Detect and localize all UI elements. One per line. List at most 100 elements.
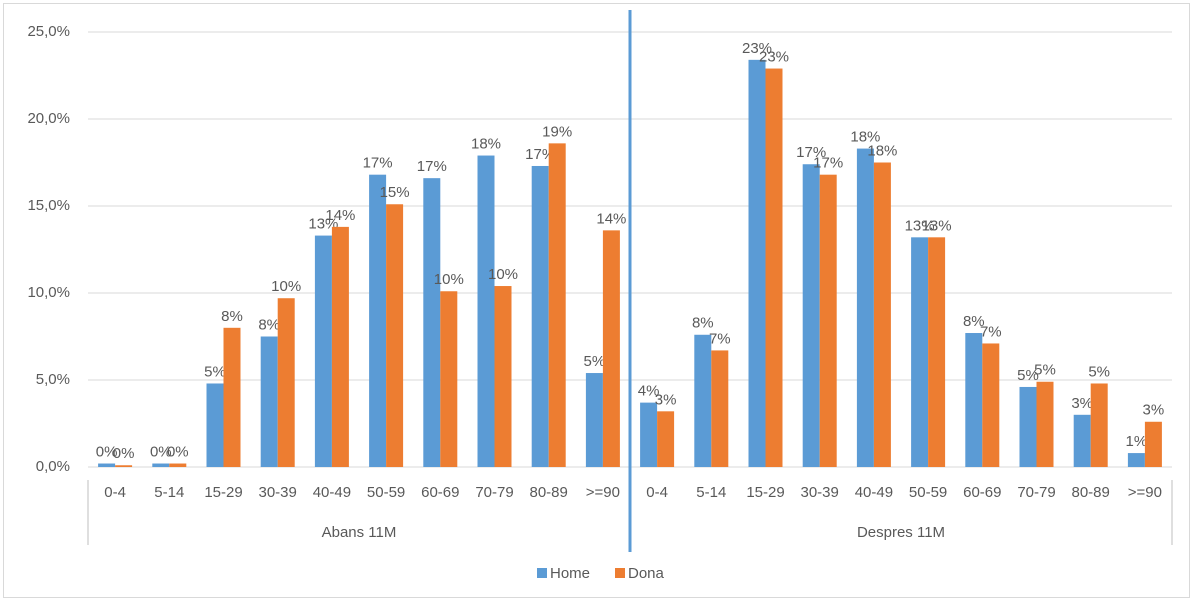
legend-label: Home: [550, 565, 590, 582]
y-tick-label: 15,0%: [27, 197, 70, 214]
x-tick-label: 30-39: [801, 484, 839, 501]
bar: [531, 165, 549, 468]
legend-swatch: [615, 568, 625, 578]
bar: [819, 174, 837, 467]
x-tick-label: 50-59: [909, 484, 947, 501]
bar: [115, 465, 133, 467]
y-tick-label: 5,0%: [36, 371, 70, 388]
bar: [1073, 414, 1091, 467]
x-tick-label: 80-89: [530, 484, 568, 501]
bar: [928, 237, 946, 467]
value-label: 17%: [363, 155, 393, 172]
x-tick-label: 70-79: [1017, 484, 1055, 501]
bar: [98, 463, 116, 467]
value-label: 8%: [258, 316, 280, 333]
value-label: 14%: [325, 207, 355, 224]
bar: [1090, 383, 1108, 467]
value-label: 17%: [813, 155, 843, 172]
value-label: 0%: [96, 443, 118, 460]
value-label: 3%: [1143, 402, 1165, 419]
value-label: 18%: [471, 136, 501, 153]
x-tick-label: 5-14: [154, 484, 184, 501]
group-label: Despres 11M: [857, 524, 945, 541]
bar: [314, 235, 332, 467]
x-tick-label: 80-89: [1072, 484, 1110, 501]
bar: [1144, 421, 1162, 467]
bar: [440, 291, 458, 467]
chart-frame: [3, 3, 1190, 598]
value-label: 15%: [380, 184, 410, 201]
bar: [223, 327, 241, 467]
value-label: 5%: [1088, 363, 1110, 380]
bar: [548, 143, 566, 468]
x-tick-label: 40-49: [313, 484, 351, 501]
bar: [748, 59, 766, 468]
value-label: 17%: [525, 146, 555, 163]
value-label: 7%: [709, 330, 731, 347]
y-tick-label: 10,0%: [27, 284, 70, 301]
bar: [873, 162, 891, 467]
bar: [494, 286, 512, 467]
x-tick-label: 0-4: [104, 484, 126, 501]
value-label: 8%: [963, 313, 985, 330]
value-label: 13%: [905, 217, 935, 234]
value-label: 10%: [488, 266, 518, 283]
value-label: 1%: [1126, 433, 1148, 450]
value-label: 14%: [596, 210, 626, 227]
value-label: 3%: [1071, 395, 1093, 412]
x-tick-label: 0-4: [646, 484, 668, 501]
value-label: 18%: [867, 142, 897, 159]
value-label: 17%: [417, 158, 447, 175]
bar: [277, 298, 295, 467]
value-label: 5%: [1017, 367, 1039, 384]
bar: [982, 343, 1000, 467]
x-tick-label: 70-79: [475, 484, 513, 501]
value-label: 3%: [655, 391, 677, 408]
y-tick-label: 25,0%: [27, 23, 70, 40]
value-label: 19%: [542, 123, 572, 140]
bar: [1019, 386, 1037, 467]
bar: [152, 463, 170, 467]
bar: [260, 336, 278, 467]
x-tick-label: 60-69: [421, 484, 459, 501]
value-label: 7%: [980, 323, 1002, 340]
legend-swatch: [537, 568, 547, 578]
bar: [765, 68, 783, 467]
y-tick-label: 20,0%: [27, 110, 70, 127]
bar: [423, 178, 441, 467]
bar: [1036, 381, 1054, 467]
group-label: Abans 11M: [322, 524, 397, 541]
bar: [802, 164, 820, 468]
bar: [965, 333, 983, 467]
value-label: 18%: [850, 129, 880, 146]
value-label: 13%: [308, 216, 338, 233]
bar: [694, 334, 712, 467]
bar: [856, 148, 874, 467]
value-label: 10%: [434, 271, 464, 288]
bar: [657, 411, 675, 467]
value-label: 0%: [113, 445, 135, 462]
x-tick-label: 30-39: [259, 484, 297, 501]
value-label: 8%: [221, 308, 243, 325]
value-label: 0%: [150, 443, 172, 460]
x-tick-label: 40-49: [855, 484, 893, 501]
x-tick-label: 50-59: [367, 484, 405, 501]
x-tick-label: >=90: [1128, 484, 1162, 501]
value-label: 5%: [584, 353, 606, 370]
value-label: 13%: [922, 217, 952, 234]
bar: [169, 463, 187, 467]
bar: [602, 230, 620, 467]
x-tick-label: 15-29: [746, 484, 784, 501]
bar: [585, 373, 603, 467]
value-label: 0%: [167, 443, 189, 460]
bar: [386, 204, 404, 467]
bar: [640, 402, 658, 467]
x-tick-label: 60-69: [963, 484, 1001, 501]
bar: [369, 174, 387, 467]
x-tick-label: 15-29: [204, 484, 242, 501]
value-label: 10%: [271, 278, 301, 295]
bar: [1127, 453, 1145, 467]
bar: [331, 226, 349, 467]
x-tick-label: >=90: [586, 484, 620, 501]
